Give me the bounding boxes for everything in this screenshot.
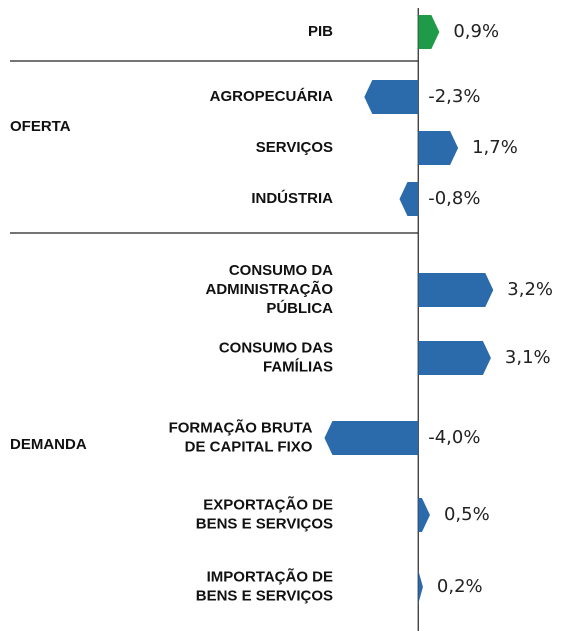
bar <box>418 131 459 165</box>
category-label: IMPORTAÇÃO DE <box>207 567 333 585</box>
value-label: 3,2% <box>507 279 553 300</box>
group-label: OFERTA <box>10 118 71 135</box>
value-label: 1,7% <box>472 137 518 158</box>
category-label: AGROPECUÁRIA <box>210 88 334 105</box>
bar <box>418 273 494 307</box>
category-label: SERVIÇOS <box>256 139 333 156</box>
category-label: ADMINISTRAÇÃO <box>206 280 334 298</box>
bar <box>418 341 491 375</box>
category-label: CONSUMO DAS <box>219 339 333 356</box>
bar <box>324 421 419 455</box>
value-label: 3,1% <box>505 347 551 368</box>
value-label: 0,2% <box>437 576 483 597</box>
category-label: BENS E SERVIÇOS <box>196 515 333 532</box>
value-label: 0,5% <box>444 504 490 525</box>
bar <box>399 182 419 216</box>
value-label: -2,3% <box>428 86 480 107</box>
group-label: DEMANDA <box>10 436 87 453</box>
category-label: DE CAPITAL FIXO <box>185 438 313 455</box>
bar <box>418 570 423 604</box>
category-label: PÚBLICA <box>266 299 333 317</box>
category-label: BENS E SERVIÇOS <box>196 587 333 604</box>
category-label: INDÚSTRIA <box>251 189 333 207</box>
bar <box>418 498 430 532</box>
category-label: FAMÍLIAS <box>263 358 333 375</box>
category-label: EXPORTAÇÃO DE <box>203 495 333 513</box>
bar <box>364 80 419 114</box>
category-label: FORMAÇÃO BRUTA <box>169 418 313 436</box>
value-label: 0,9% <box>453 21 499 42</box>
category-label: PIB <box>308 23 333 40</box>
category-label: CONSUMO DA <box>229 262 333 279</box>
value-label: -4,0% <box>428 427 480 448</box>
bar <box>418 15 440 49</box>
value-label: -0,8% <box>428 188 480 209</box>
